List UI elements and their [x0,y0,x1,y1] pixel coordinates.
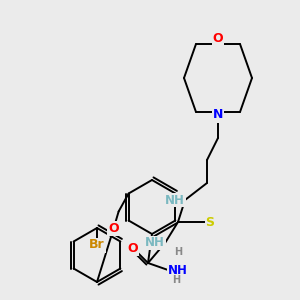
Text: O: O [213,32,223,44]
Text: H: H [172,275,180,285]
Text: S: S [206,215,214,229]
Text: NH: NH [168,263,188,277]
Text: Br: Br [89,238,105,251]
Text: N: N [213,109,223,122]
Text: NH: NH [145,236,165,250]
Text: O: O [128,242,138,254]
Text: NH: NH [165,194,185,206]
Text: O: O [108,222,119,235]
Text: H: H [174,247,182,257]
